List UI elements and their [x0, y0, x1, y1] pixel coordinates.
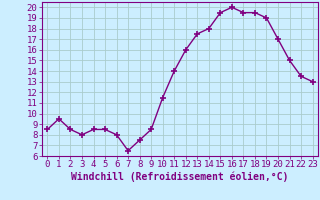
X-axis label: Windchill (Refroidissement éolien,°C): Windchill (Refroidissement éolien,°C): [71, 172, 289, 182]
